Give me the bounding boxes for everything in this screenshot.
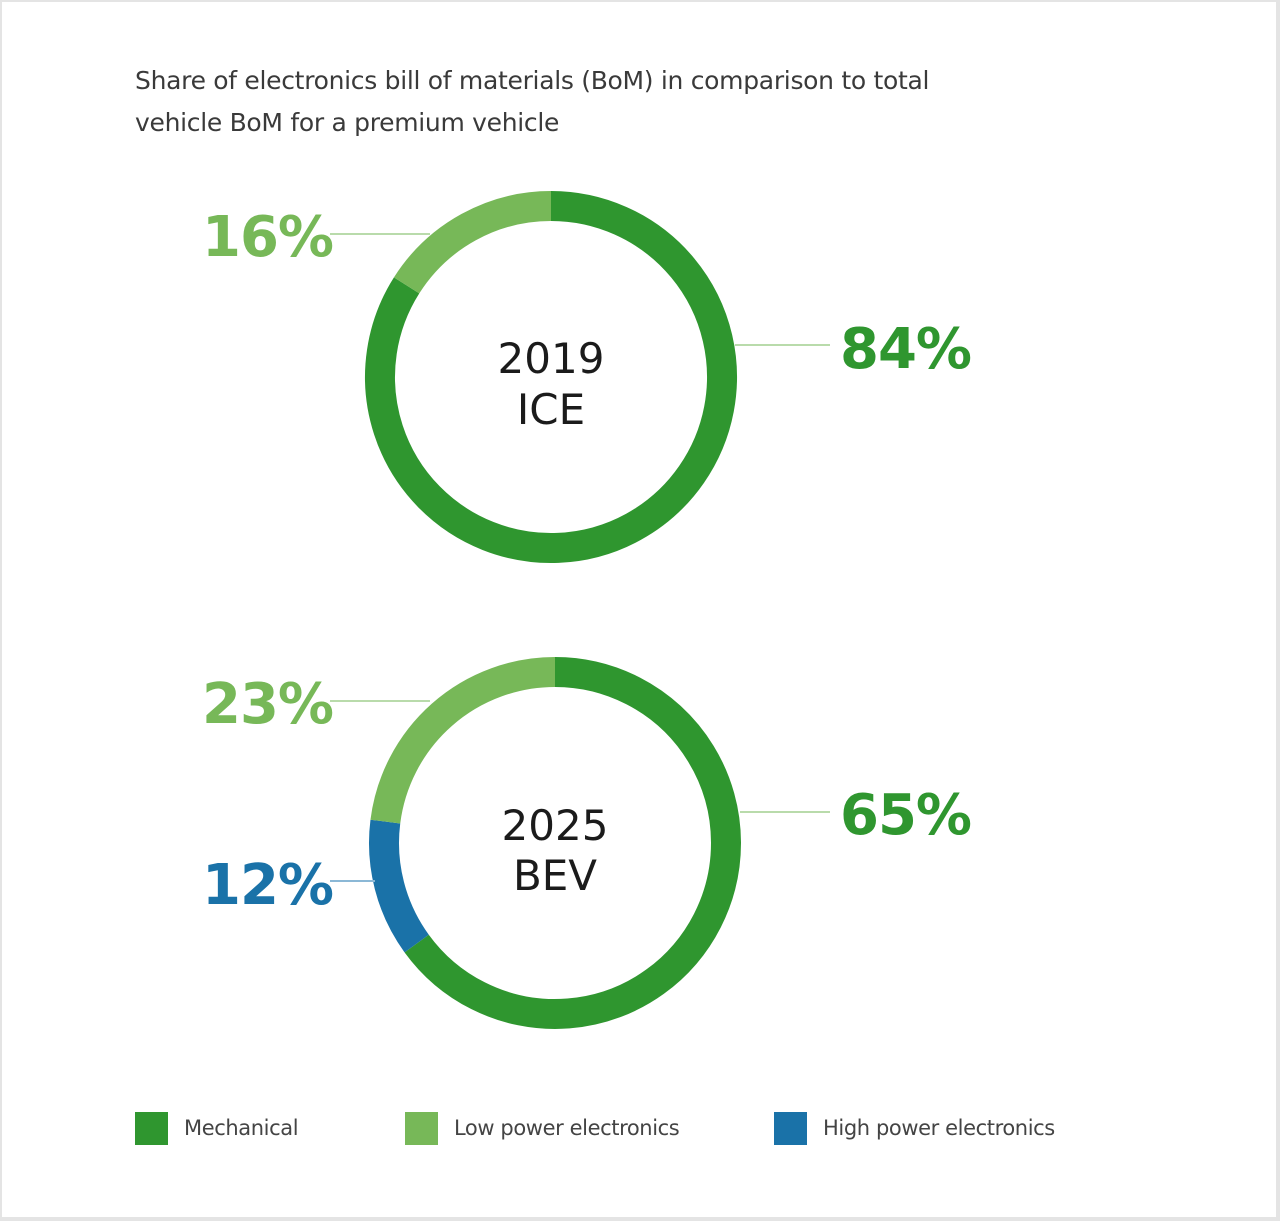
donut-slice-mechanical xyxy=(365,191,737,563)
donut-chart-2019: 16% 84% 2019 ICE xyxy=(202,191,972,563)
center-label-year-2025: 2025 xyxy=(502,801,609,850)
legend-label-low-power: Low power electronics xyxy=(454,1116,680,1140)
legend-item-low-power: Low power electronics xyxy=(405,1110,680,1146)
legend-item-high-power: High power electronics xyxy=(774,1110,1055,1146)
donut-slice-high-power-electronics xyxy=(369,819,429,953)
slice-label-low-power-2025: 23% xyxy=(202,672,333,737)
slice-label-mechanical-2025: 65% xyxy=(840,783,971,848)
slice-label-high-power-2025: 12% xyxy=(202,853,333,918)
chart-title: Share of electronics bill of materials (… xyxy=(135,66,930,137)
center-label-type-2019: ICE xyxy=(517,385,585,434)
legend-label-mechanical: Mechanical xyxy=(184,1116,299,1140)
slice-label-low-power-2019: 16% xyxy=(202,205,333,270)
legend-swatch-mechanical xyxy=(135,1111,168,1145)
donut-slice-low-power-electronics xyxy=(393,191,552,294)
slice-label-mechanical-2019: 84% xyxy=(840,317,971,382)
legend-swatch-low-power xyxy=(405,1111,438,1145)
center-label-year-2019: 2019 xyxy=(498,334,605,383)
donut-chart-2025: 23% 65% 12% 2025 BEV xyxy=(202,657,972,1029)
legend: Mechanical Low power electronics High po… xyxy=(0,1110,1280,1146)
legend-swatch-high-power xyxy=(774,1111,807,1145)
donut-slice-low-power-electronics xyxy=(370,657,556,824)
center-label-type-2025: BEV xyxy=(513,851,597,900)
donut-slice-mechanical xyxy=(404,657,741,1029)
legend-label-high-power: High power electronics xyxy=(823,1116,1055,1140)
legend-item-mechanical: Mechanical xyxy=(135,1110,299,1146)
